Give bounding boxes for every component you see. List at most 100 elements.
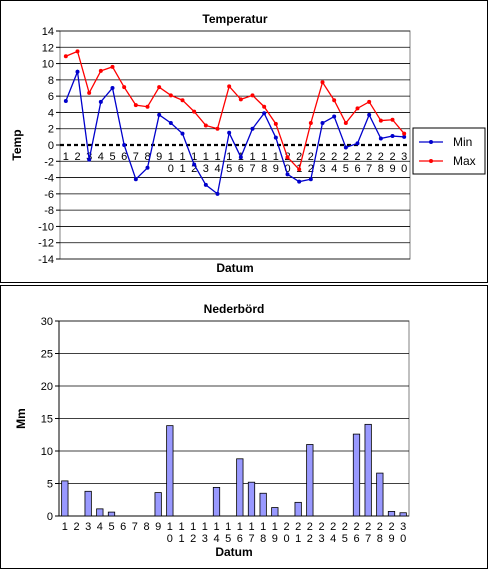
bar	[107, 511, 116, 517]
y-tick-label: 0	[48, 140, 54, 152]
legend-label-max: Max	[453, 154, 476, 168]
data-point-max	[215, 126, 220, 131]
bar	[387, 511, 396, 517]
data-point-max	[250, 93, 255, 98]
data-point-max	[63, 54, 68, 59]
data-point-max	[122, 85, 127, 90]
data-point-min	[133, 177, 138, 182]
data-point-max	[180, 98, 185, 103]
legend-label-min: Min	[453, 135, 472, 149]
y-axis-title: Temp	[10, 129, 24, 160]
data-point-max	[87, 90, 92, 95]
x-tick-label: 7	[133, 151, 139, 163]
x-tick-label: 7	[132, 521, 138, 533]
data-point-min	[273, 135, 278, 140]
data-point-max	[262, 104, 267, 109]
data-point-min	[215, 191, 220, 196]
y-axis-title: Mm	[14, 408, 28, 429]
data-point-min	[168, 121, 173, 126]
y-tick-label: 12	[42, 42, 54, 54]
data-point-max	[308, 121, 313, 126]
x-tick-label: 5	[109, 151, 115, 163]
chart-title: Nederbörd	[204, 302, 265, 316]
data-point-min	[180, 131, 185, 136]
data-point-min	[390, 134, 395, 139]
y-tick-label: -14	[38, 254, 54, 266]
data-point-max	[367, 99, 372, 104]
x-tick-label: 8	[144, 151, 150, 163]
bar	[259, 492, 267, 517]
x-tick-label: 20	[284, 151, 290, 175]
data-point-min	[332, 114, 337, 119]
x-tick-label: 4	[98, 151, 104, 163]
temperature-chart: Temperatur-14-12-10-8-6-4-202468101214Te…	[10, 12, 486, 275]
data-point-max	[168, 93, 173, 98]
data-point-min	[285, 172, 290, 177]
x-axis-title: Datum	[216, 261, 253, 275]
data-point-min	[98, 99, 103, 104]
data-point-max	[402, 131, 407, 136]
y-tick-label: 2	[48, 124, 54, 136]
bar	[247, 481, 256, 517]
temperature-chart-panel: Temperatur -14 -12 -10 -8 -6 -4 -2 0 2 4 6 8 10 12 14 Te…	[0, 0, 488, 283]
data-point-min	[297, 179, 302, 184]
precipitation-chart-panel: Nederbörd 0 5 10 15 20 25 30 Mm 1 2 3 4 5 6 7 8 9 1 0 1 1 1 2 1 3…	[0, 285, 488, 569]
data-point-max	[133, 103, 138, 108]
y-tick-label: 8	[48, 75, 54, 87]
x-tick-label: 6	[121, 151, 127, 163]
x-tick-label: 6	[120, 521, 126, 533]
x-axis-title: Datum	[215, 545, 252, 559]
data-point-max	[145, 104, 150, 109]
x-tick-label: 4	[97, 521, 103, 533]
y-tick-label: 4	[48, 107, 54, 119]
bar	[352, 433, 361, 517]
data-point-max	[75, 49, 80, 54]
data-point-max	[297, 167, 302, 172]
data-point-min	[320, 121, 325, 126]
data-point-min	[262, 111, 267, 116]
legend-marker-min	[429, 140, 433, 144]
bar	[376, 472, 384, 517]
bar	[306, 444, 314, 517]
bar	[399, 512, 407, 517]
data-point-min	[367, 112, 372, 117]
data-point-max	[285, 155, 290, 160]
data-point-min	[355, 141, 360, 146]
data-point-max	[332, 98, 337, 103]
x-tick-label: 1	[62, 521, 68, 533]
data-point-min	[75, 69, 80, 74]
y-tick-label: -12	[38, 238, 54, 250]
data-point-max	[227, 84, 232, 89]
chart-title: Temperatur	[202, 12, 267, 26]
x-tick-label: 1	[63, 151, 69, 163]
data-point-min	[87, 157, 92, 162]
series-line-max	[65, 50, 405, 171]
y-tick-label: -4	[44, 173, 54, 185]
bar	[96, 508, 104, 517]
data-point-max	[378, 118, 383, 123]
bar	[84, 490, 92, 517]
data-point-max	[157, 85, 162, 90]
